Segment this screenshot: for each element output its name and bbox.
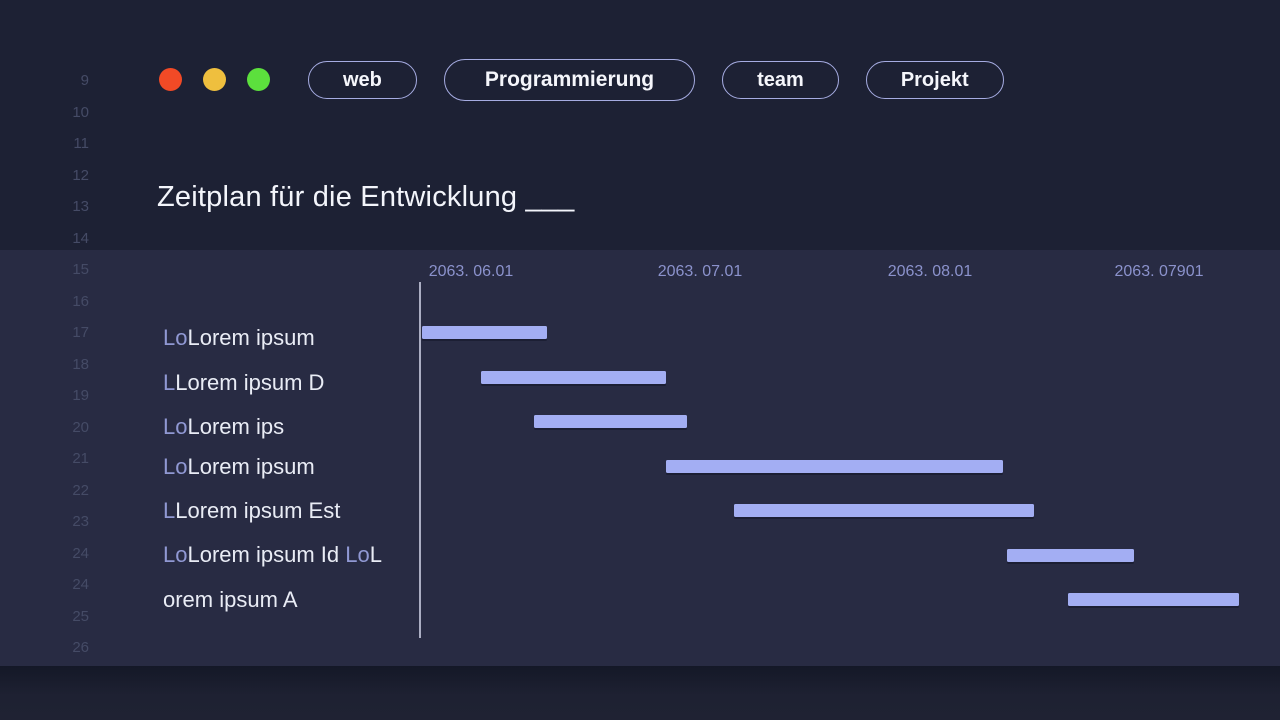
tag-label: Projekt (900, 68, 969, 91)
tag-team[interactable]: team (722, 61, 839, 99)
tag-web[interactable]: web (308, 61, 417, 99)
footer-band (0, 666, 1280, 720)
task-label: Lo Lorem ipsum (163, 453, 315, 481)
tag-programmierung[interactable]: Programmierung (443, 59, 696, 101)
tag-label: web (343, 68, 382, 91)
task-label-segment: Lorem ipsum Id (187, 542, 346, 567)
line-number: 11 (73, 135, 89, 152)
task-label: Lo Lorem ipsum Id Lo L (163, 541, 382, 569)
page-title: Zeitplan für die Entwicklung ___ (157, 181, 575, 213)
task-label: L Lorem ipsum Est (163, 497, 340, 525)
tag-list: web Programmierung team Projekt (308, 59, 1004, 101)
task-label-segment: Lorem ipsum (187, 325, 315, 350)
gantt-bar (481, 371, 666, 384)
task-label-segment: Lorem ips (187, 414, 285, 439)
gantt-bar (422, 326, 547, 339)
task-label-segment: Lorem ipsum (187, 454, 315, 479)
line-number: 9 (80, 72, 89, 89)
axis-tick-label: 2063. 07.01 (657, 263, 743, 280)
line-number: 12 (72, 166, 89, 184)
line-number-gutter: 9 10 11 12 13 14 15 16 17 18 19 20 21 22 23 24 24 25 26 (57, 0, 89, 720)
tag-projekt[interactable]: Projekt (865, 61, 1004, 99)
tag-label: team (757, 68, 804, 91)
task-label-segment: Lo (163, 454, 188, 479)
line-number: 23 (72, 513, 89, 530)
line-number: 26 (72, 639, 89, 656)
task-label-segment: L (163, 498, 176, 523)
task-label: Lo Lorem ips (163, 413, 284, 441)
task-label: L Lorem ipsum D (163, 369, 324, 397)
line-number: 14 (72, 229, 89, 247)
line-number: 18 (72, 355, 89, 373)
gantt-bar (534, 415, 687, 428)
line-number: 21 (72, 450, 89, 467)
line-number: 15 (72, 261, 89, 278)
line-number: 19 (72, 387, 89, 404)
task-label: Lo Lorem ipsum (163, 324, 315, 352)
axis-line (419, 282, 421, 638)
task-label-segment: Lo (163, 325, 188, 350)
task-label-segment: Lorem ipsum Est (175, 498, 341, 523)
task-label-segment: Lo (345, 542, 370, 567)
chart-panel (0, 250, 1280, 666)
tag-label: Programmierung (484, 68, 655, 91)
gantt-bar (1007, 549, 1134, 562)
line-number: 10 (72, 103, 89, 121)
line-number: 16 (72, 292, 89, 310)
task-label-segment: Lo (163, 414, 188, 439)
task-label-segment: L (163, 370, 176, 395)
line-number: 20 (72, 418, 89, 436)
axis-tick-label: 2063. 07901 (1114, 263, 1204, 280)
line-number: 24 (72, 544, 89, 562)
axis-tick-label: 2063. 06.01 (428, 263, 514, 280)
line-number: 17 (72, 324, 89, 341)
task-label-segment: orem ipsum A (163, 587, 298, 612)
line-number: 13 (72, 198, 89, 215)
task-label-segment: Lorem ipsum D (175, 370, 325, 395)
gantt-bar (1068, 593, 1239, 606)
task-label: orem ipsum A (163, 586, 298, 614)
task-label-segment: Lo (163, 542, 188, 567)
minimize-button[interactable] (203, 68, 226, 91)
line-number: 22 (72, 481, 89, 499)
task-label-segment: L (369, 542, 382, 567)
gantt-bar (734, 504, 1034, 517)
line-number: 25 (72, 607, 89, 625)
axis-tick-label: 2063. 08.01 (887, 263, 973, 280)
close-button[interactable] (159, 68, 182, 91)
maximize-button[interactable] (247, 68, 270, 91)
gantt-bar (666, 460, 1003, 473)
line-number: 24 (72, 576, 89, 593)
window-controls (159, 68, 270, 91)
